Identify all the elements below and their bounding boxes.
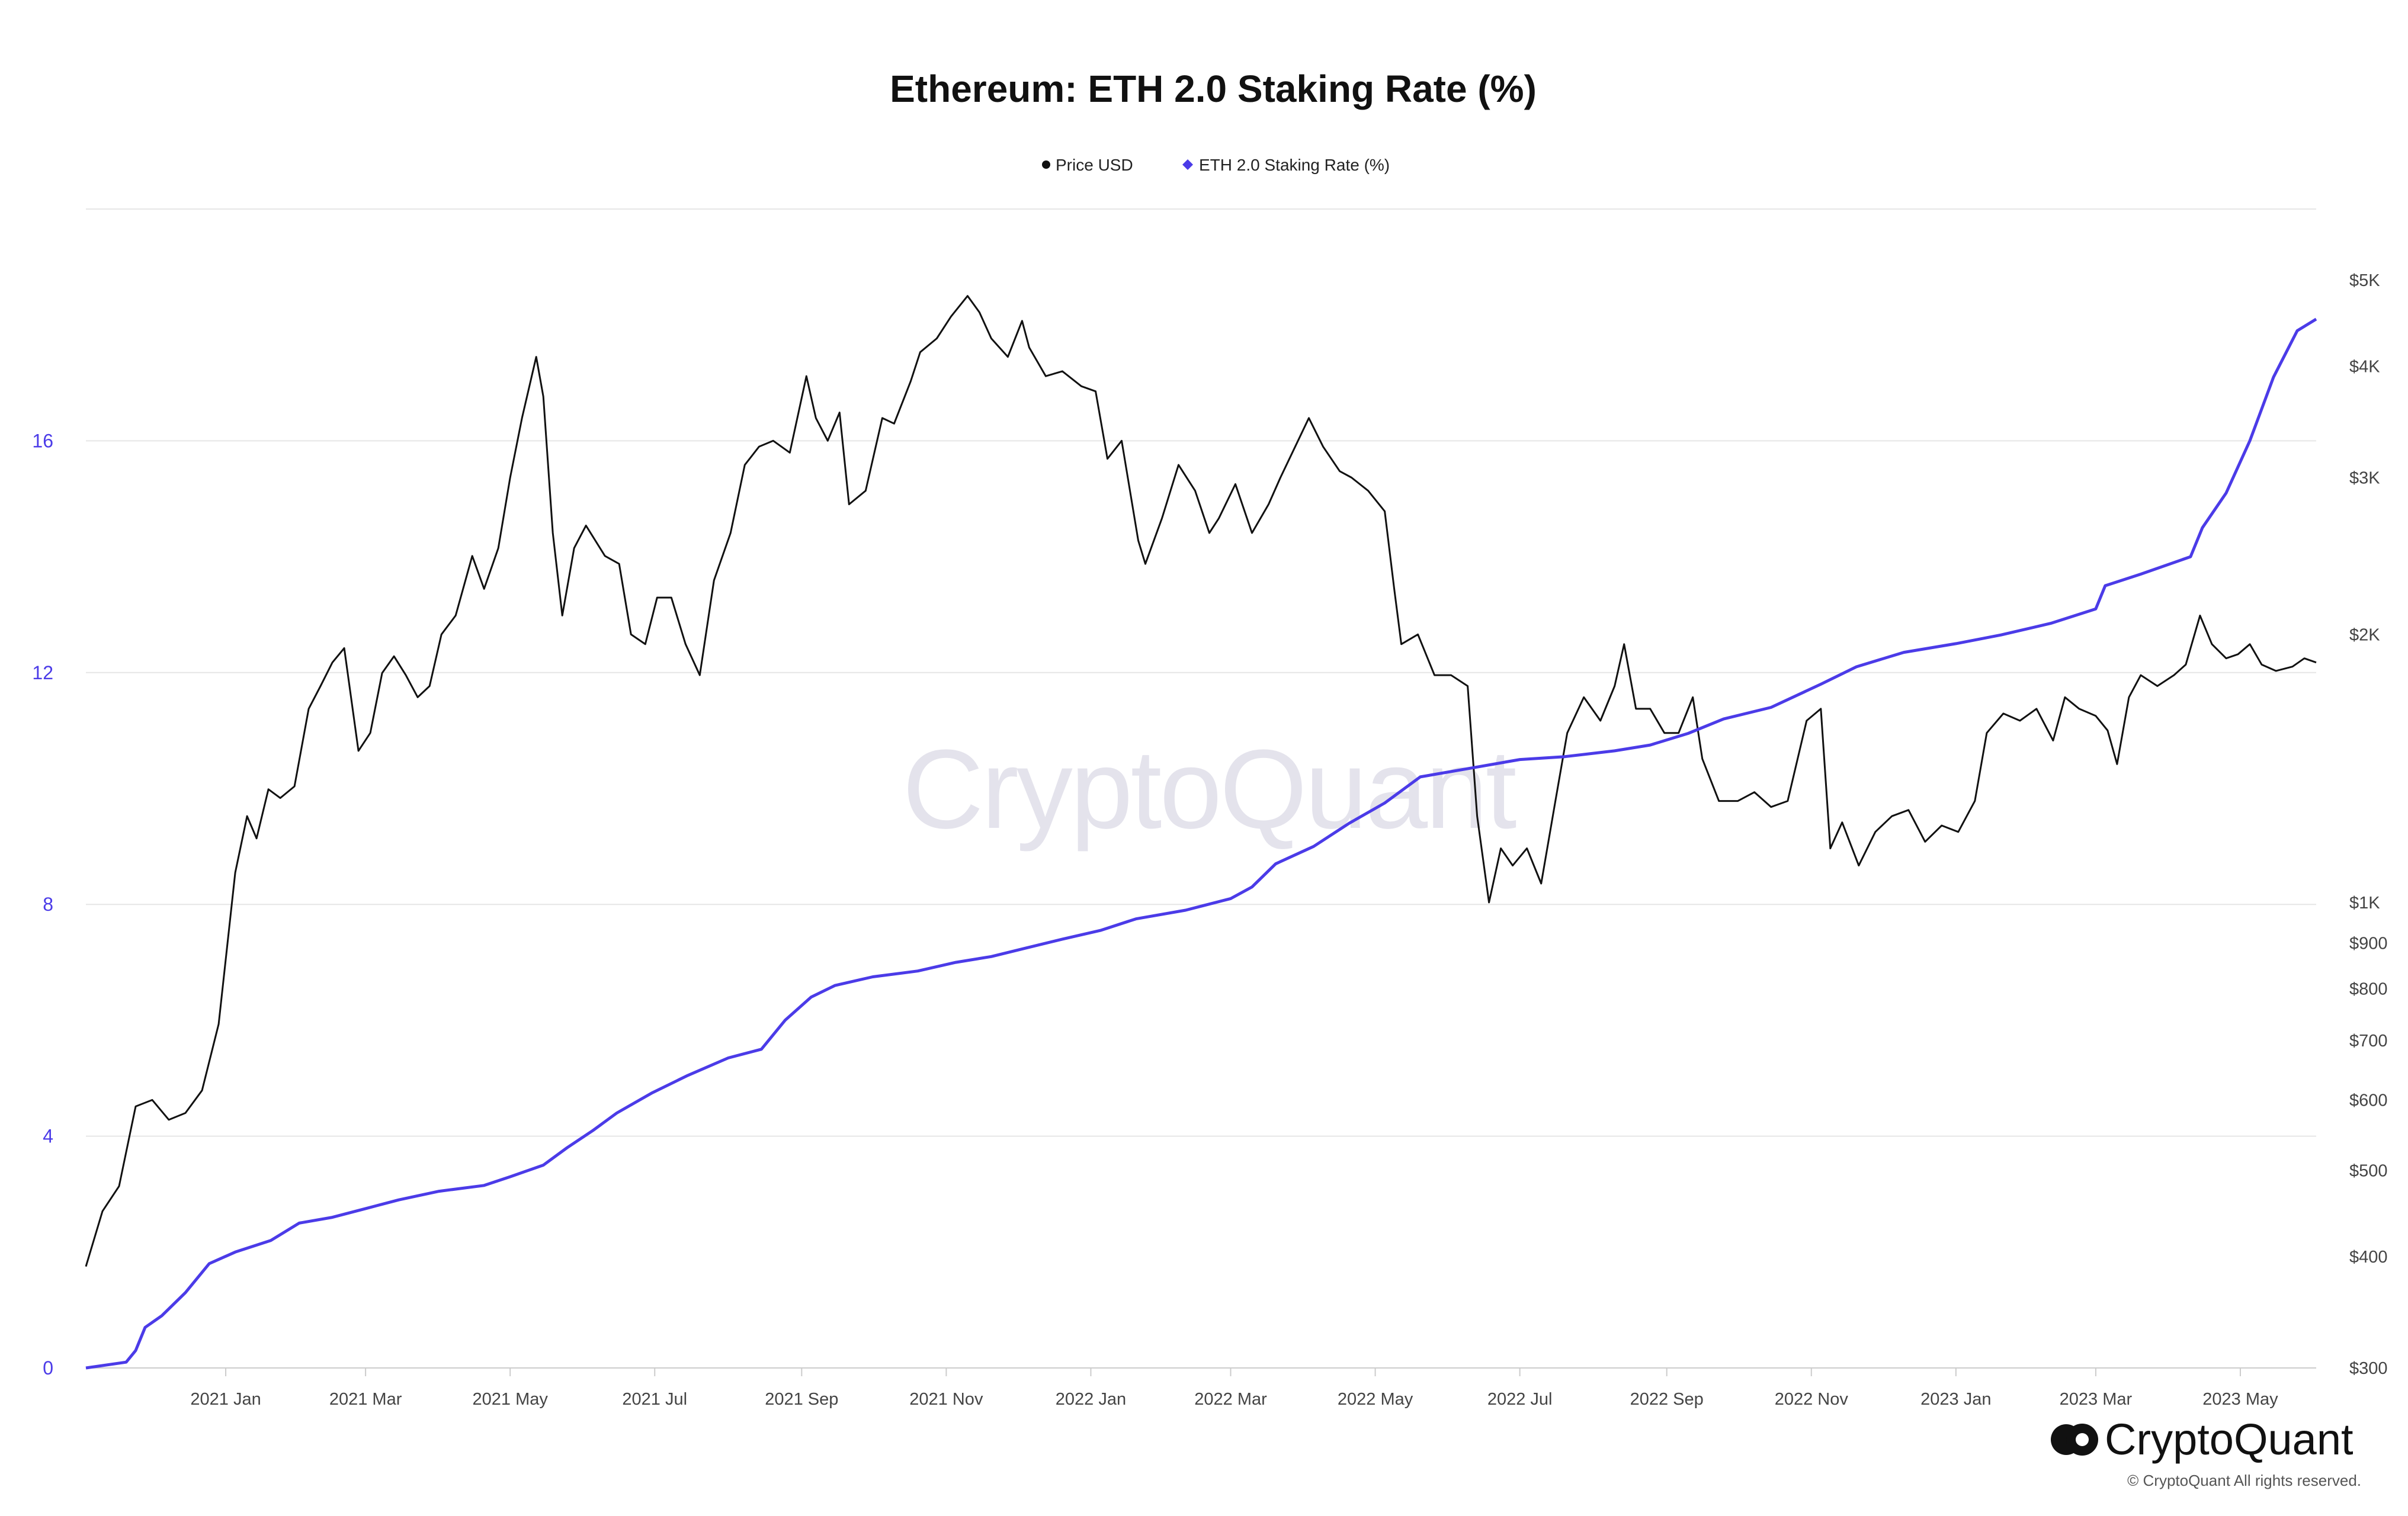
y-right-tick-label: $1K (2349, 894, 2380, 913)
x-tick-label: 2022 Jul (1487, 1390, 1553, 1409)
brand-name: CryptoQuant (2105, 1415, 2354, 1464)
y-axis-right: $300 $400 $500 $600 $700 $800 $900 $1K $2K $3K $4K… (2349, 271, 2388, 1378)
legend-item-staking[interactable]: ETH 2.0 Staking Rate (%) (1182, 156, 1390, 174)
y-left-tick-label: 12 (32, 662, 53, 683)
copyright: © CryptoQuant All rights reserved. (2127, 1472, 2361, 1489)
x-tick-label: 2022 Nov (1775, 1390, 1849, 1409)
x-tick-label: 2022 Jan (1056, 1390, 1126, 1409)
x-tick-label: 2022 Mar (1194, 1390, 1267, 1409)
y-right-tick-label: $4K (2349, 358, 2380, 377)
series-line-staking-rate (85, 317, 2317, 1370)
y-right-tick-label: $3K (2349, 469, 2380, 488)
x-tick-label: 2021 May (473, 1390, 549, 1409)
legend-marker-price (1042, 160, 1050, 169)
y-right-tick-label: $900 (2349, 934, 2388, 953)
y-right-tick-label: $300 (2349, 1359, 2388, 1378)
x-tick-label: 2021 Jan (190, 1390, 261, 1409)
y-left-tick-label: 0 (43, 1357, 53, 1379)
y-right-tick-label: $500 (2349, 1161, 2388, 1180)
y-right-tick-label: $700 (2349, 1032, 2388, 1051)
x-tick-label: 2021 Mar (329, 1390, 402, 1409)
legend: Price USD ETH 2.0 Staking Rate (%) (1042, 156, 1390, 174)
watermark: CryptoQuant (902, 727, 1516, 852)
legend-marker-staking (1182, 159, 1193, 170)
x-tick-label: 2021 Jul (622, 1390, 687, 1409)
y-left-tick-label: 16 (32, 430, 53, 451)
series-layer (85, 295, 2317, 1370)
x-tick-label: 2023 May (2202, 1390, 2278, 1409)
brand-mark-hole (2076, 1433, 2089, 1446)
x-tick-label: 2022 May (1338, 1390, 1413, 1409)
series-line-price (85, 295, 2317, 1267)
legend-item-price[interactable]: Price USD (1042, 156, 1133, 174)
x-tick-label: 2021 Nov (909, 1390, 983, 1409)
y-right-tick-label: $800 (2349, 980, 2388, 999)
y-right-tick-label: $600 (2349, 1091, 2388, 1110)
y-left-tick-label: 8 (43, 894, 53, 915)
chart-title: Ethereum: ETH 2.0 Staking Rate (%) (890, 68, 1537, 110)
x-axis: 2021 Jan 2021 Mar 2021 May 2021 Jul 2021 Sep… (190, 1368, 2278, 1409)
x-tick-label: 2021 Sep (765, 1390, 838, 1409)
x-tick-label: 2023 Mar (2060, 1390, 2133, 1409)
legend-label-staking: ETH 2.0 Staking Rate (%) (1199, 156, 1390, 174)
y-right-tick-label: $2K (2349, 625, 2380, 644)
y-right-tick-label: $5K (2349, 271, 2380, 290)
x-tick-label: 2023 Jan (1920, 1390, 1991, 1409)
y-axis-left: 0 4 8 12 16 (32, 430, 53, 1379)
legend-label-price: Price USD (1056, 156, 1133, 174)
y-right-tick-label: $400 (2349, 1248, 2388, 1267)
y-left-tick-label: 4 (43, 1126, 53, 1147)
brand-logo: CryptoQuant (2051, 1415, 2354, 1464)
gridlines (86, 208, 2316, 1369)
x-tick-label: 2022 Sep (1630, 1390, 1704, 1409)
